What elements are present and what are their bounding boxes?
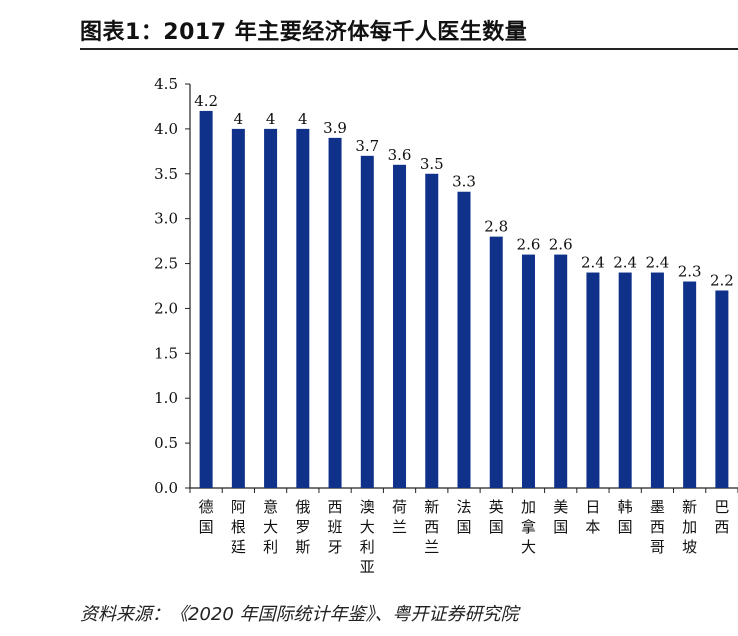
bar: [489, 236, 503, 488]
y-tick-label: 1.5: [154, 344, 178, 362]
category-label: 法国: [456, 498, 471, 536]
category-label: 韩国: [618, 498, 633, 536]
chart-labels: 4.2 德国 4 阿根廷 4 意大利 4 俄罗斯 3.9 西班牙 3.7 澳大利亚 3.6 荷兰 3.5 新西…: [194, 92, 734, 576]
chart-axes: 0.0 0.5 1.0 1.5 2.0 2.5 3.0 3.5 4.0 4.5: [154, 75, 738, 497]
category-label: 墨西哥: [650, 498, 665, 556]
category-label: 美国: [553, 498, 568, 536]
data-label: 2.8: [484, 218, 508, 236]
bar: [360, 155, 374, 489]
category-label: 澳大利亚: [360, 498, 375, 576]
y-tick-label: 0.0: [154, 479, 178, 497]
data-label: 2.6: [517, 236, 541, 254]
data-label: 4.2: [194, 92, 218, 110]
bar: [425, 173, 439, 488]
bar: [618, 272, 632, 488]
category-label: 加拿大: [521, 498, 536, 556]
data-label: 3.3: [452, 173, 476, 191]
data-label: 3.7: [355, 137, 379, 155]
data-label: 3.6: [388, 146, 412, 164]
chart-title: 图表1：2017 年主要经济体每千人医生数量: [80, 20, 528, 45]
data-label: 2.4: [581, 254, 605, 272]
bar: [683, 281, 697, 488]
category-label: 日本: [585, 498, 600, 536]
bar: [457, 191, 471, 488]
bar: [715, 290, 729, 488]
title-divider: [80, 48, 738, 50]
bar: [586, 272, 600, 488]
data-label: 3.9: [323, 119, 347, 137]
bar: [296, 128, 310, 488]
category-label: 阿根廷: [231, 498, 246, 556]
bar: [328, 137, 342, 488]
data-label: 4: [266, 110, 276, 128]
category-label: 意大利: [263, 498, 278, 556]
data-label: 2.4: [645, 254, 669, 272]
data-label: 4: [234, 110, 244, 128]
bar: [521, 254, 535, 488]
category-label: 荷兰: [392, 498, 407, 536]
bar-chart: 0.0 0.5 1.0 1.5 2.0 2.5 3.0 3.5 4.0 4.5 4.2 德国 4 阿根廷…: [154, 75, 738, 576]
category-label: 新西兰: [424, 498, 439, 556]
category-label: 俄罗斯: [295, 498, 310, 556]
bar: [650, 272, 664, 488]
category-label: 新加坡: [682, 498, 697, 556]
category-label: 西班牙: [328, 498, 343, 556]
data-label: 2.2: [710, 271, 734, 289]
data-label: 3.5: [420, 155, 444, 173]
data-label: 2.6: [549, 236, 573, 254]
bar: [199, 110, 213, 488]
y-tick-label: 1.0: [154, 389, 178, 407]
category-label: 英国: [489, 498, 504, 536]
y-tick-label: 3.0: [154, 210, 178, 228]
bar: [264, 128, 278, 488]
category-label: 巴西: [714, 498, 729, 536]
source-note: 资料来源：《2020 年国际统计年鉴》、粤开证券研究院: [80, 604, 519, 625]
y-tick-label: 3.5: [154, 165, 178, 183]
y-tick-label: 4.0: [154, 120, 178, 138]
bar: [393, 164, 407, 489]
bar: [554, 254, 568, 488]
y-tick-label: 2.0: [154, 299, 178, 317]
y-tick-label: 4.5: [154, 75, 178, 93]
y-tick-label: 2.5: [154, 255, 178, 273]
category-label: 德国: [199, 498, 214, 536]
y-tick-label: 0.5: [154, 434, 178, 452]
data-label: 2.4: [613, 254, 637, 272]
chart-bars: [199, 110, 729, 489]
bar: [231, 128, 245, 488]
data-label: 2.3: [678, 263, 702, 281]
data-label: 4: [298, 110, 308, 128]
